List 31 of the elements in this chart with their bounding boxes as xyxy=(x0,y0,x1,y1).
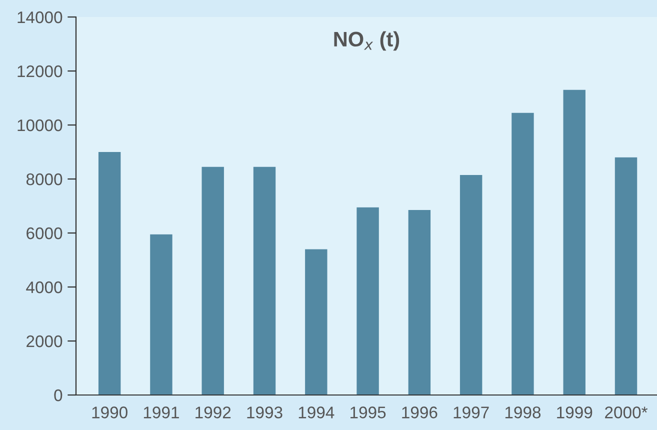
y-tick-label: 10000 xyxy=(18,119,62,132)
text: NO$_{x}$ (t) xyxy=(334,31,400,51)
x-tick-label: 2000* xyxy=(605,406,648,418)
bar xyxy=(563,90,586,395)
bar xyxy=(356,207,379,395)
x-tick-label: 1994 xyxy=(298,406,334,418)
x-tick-label: 1996 xyxy=(402,406,438,418)
bar xyxy=(150,234,172,395)
bar xyxy=(408,210,431,395)
x-tick-label: 1990 xyxy=(92,406,128,418)
bar xyxy=(305,249,328,395)
y-tick-label: 8000 xyxy=(26,173,62,186)
x-tick-label: 1991 xyxy=(144,406,179,418)
bar xyxy=(253,166,276,395)
bar xyxy=(512,112,534,395)
y-tick-label: 6000 xyxy=(26,227,62,240)
x-tick-label: 1993 xyxy=(247,406,282,418)
x-tick-label: 1992 xyxy=(196,406,231,418)
bar xyxy=(614,157,638,395)
x-tick-label: 1997 xyxy=(454,406,489,418)
x-tick-label: 1998 xyxy=(505,406,541,418)
y-tick-label: 2000 xyxy=(26,335,62,348)
bar xyxy=(98,152,121,395)
x-tick-label: 1999 xyxy=(557,406,592,418)
y-tick-label: 0 xyxy=(54,389,62,402)
bar xyxy=(460,174,482,395)
y-tick-label: 14000 xyxy=(18,11,62,24)
bar xyxy=(202,166,224,395)
x-tick-label: 1995 xyxy=(350,406,386,418)
y-tick-label: 4000 xyxy=(26,281,62,294)
y-tick-label: 12000 xyxy=(18,65,62,78)
